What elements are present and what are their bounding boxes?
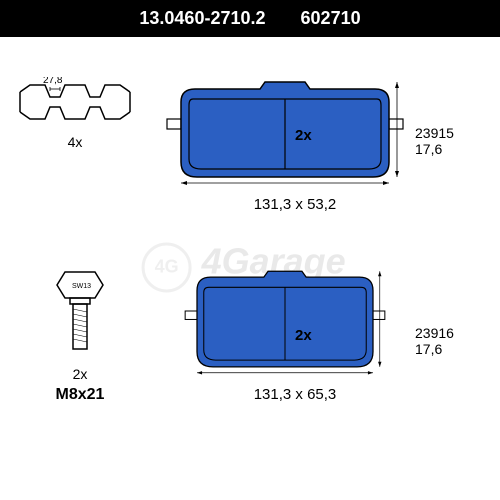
diagram-content: 4G 4Garage ГИПЕРМАРКЕТ ЗАПЧАСТЕЙ 27,8 4x… bbox=[0, 37, 500, 497]
pad-upper-dimensions: 131,3 x 53,2 bbox=[165, 196, 425, 213]
pad-lower-drawing bbox=[165, 267, 405, 377]
clip-component: 27,8 4x bbox=[15, 77, 135, 150]
bolt-drawing: SW13 bbox=[45, 267, 115, 357]
pad-lower-dimensions: 131,3 x 65,3 bbox=[165, 386, 425, 403]
pad-lower-code: 23916 17,6 bbox=[415, 325, 454, 357]
part-number: 13.0460-2710.2 bbox=[139, 8, 265, 29]
pad-upper: 2x 131,3 x 53,2 23915 17,6 bbox=[165, 77, 425, 213]
pad-lower: 2x 131,3 x 65,3 23916 17,6 bbox=[165, 267, 425, 403]
pad-upper-qty: 2x bbox=[295, 127, 312, 144]
bolt-qty: 2x bbox=[30, 366, 130, 382]
clip-width-label: 27,8 bbox=[43, 77, 63, 86]
pad-upper-code: 23915 17,6 bbox=[415, 125, 454, 157]
clip-drawing: 27,8 bbox=[15, 77, 135, 127]
pad-lower-qty: 2x bbox=[295, 327, 312, 344]
alt-number: 602710 bbox=[301, 8, 361, 29]
bolt-hex-label: SW13 bbox=[72, 283, 91, 290]
header-bar: 13.0460-2710.2 602710 bbox=[0, 0, 500, 37]
clip-qty: 4x bbox=[15, 134, 135, 150]
bolt-spec: M8x21 bbox=[30, 386, 130, 404]
pad-upper-drawing bbox=[165, 77, 405, 187]
bolt-component: SW13 2x M8x21 bbox=[30, 267, 130, 404]
